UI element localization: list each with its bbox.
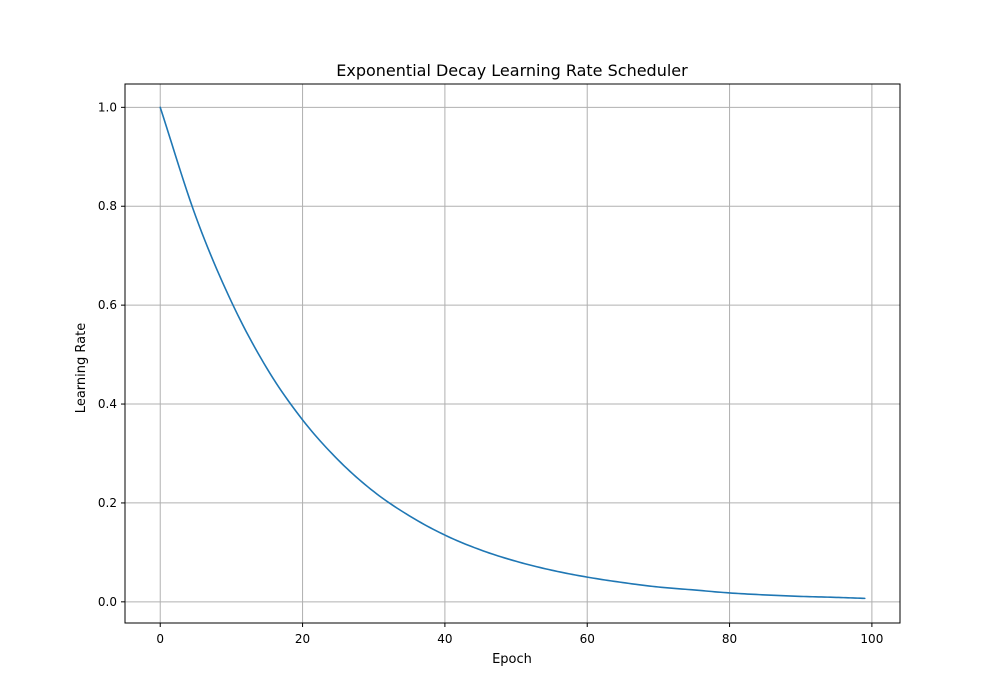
y-tick-label: 0.6 [98,298,117,312]
x-tick-label: 100 [860,632,883,646]
y-axis: 0.0 0.2 0.4 0.6 0.8 1.0 [98,100,125,609]
y-tick-label: 1.0 [98,100,117,114]
y-tick-label: 0.2 [98,496,117,510]
grid [125,84,900,623]
x-axis: 0 20 40 60 80 100 [156,623,883,646]
x-tick-label: 20 [295,632,310,646]
x-tick-label: 40 [437,632,452,646]
plot-frame [124,83,901,624]
x-axis-label: Epoch [492,652,532,667]
x-tick-label: 60 [580,632,595,646]
y-axis-label: Learning Rate [74,323,89,413]
y-tick-label: 0.0 [98,595,117,609]
x-tick-label: 80 [722,632,737,646]
y-tick-label: 0.4 [98,397,117,411]
series-layer [159,106,866,600]
chart-title: Exponential Decay Learning Rate Schedule… [336,61,688,80]
y-tick-label: 0.8 [98,199,117,213]
series-line-learning_rate [159,106,866,600]
x-tick-label: 0 [156,632,164,646]
